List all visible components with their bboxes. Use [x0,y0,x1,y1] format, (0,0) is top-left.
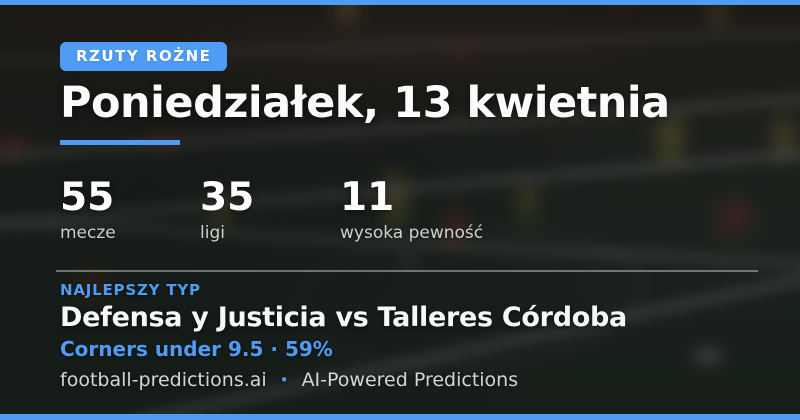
page-title: Poniedziałek, 13 kwietnia [60,78,670,128]
stat-value: 35 [200,175,255,220]
section-divider [56,270,758,272]
match-title: Defensa y Justicia vs Talleres Córdoba [60,302,627,333]
stat-label: wysoka pewność [340,223,484,243]
category-badge: RZUTY ROŻNE [60,42,228,71]
bottom-accent-bar [0,414,800,420]
stat-value: 11 [340,175,395,220]
tagline: AI-Powered Predictions [301,369,519,391]
top-accent-bar [0,0,800,5]
footer: football-predictions.ai • AI-Powered Pre… [60,369,760,391]
stat-label: mecze [60,223,116,243]
stat-label: ligi [200,223,225,243]
dot-separator-icon: • [279,371,289,389]
stat-value: 55 [60,175,115,220]
stat-high-confidence: 11 wysoka pewność [340,178,493,243]
stat-leagues: 35 ligi [200,178,340,243]
site-name: football-predictions.ai [60,369,267,391]
prediction-text: Corners under 9.5 · 59% [60,337,333,361]
stat-matches: 55 mecze [60,178,200,243]
stats-row: 55 mecze 35 ligi 11 wysoka pewność [60,178,760,243]
best-tip-label: NAJLEPSZY TYP [60,281,201,299]
title-underline [60,140,180,145]
